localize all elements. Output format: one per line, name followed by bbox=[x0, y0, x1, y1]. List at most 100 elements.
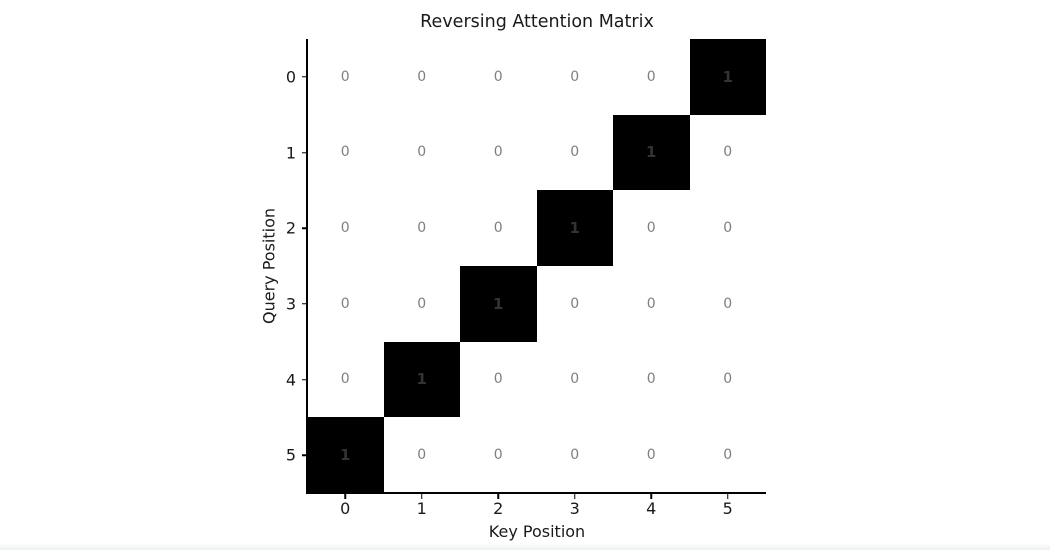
matrix-cell-r3-c2: 1 bbox=[460, 265, 537, 342]
matrix-cell-r5-c0: 1 bbox=[307, 417, 384, 493]
matrix-cell-r0-c5: 1 bbox=[689, 39, 766, 115]
matrix-cell-value: 1 bbox=[646, 143, 657, 162]
matrix-cell-value: 0 bbox=[646, 371, 656, 388]
matrix-cell-value: 0 bbox=[493, 371, 503, 388]
matrix-cell-value: 0 bbox=[417, 68, 427, 85]
y-tick-label-5: 5 bbox=[285, 445, 296, 465]
matrix-cell-value: 0 bbox=[417, 144, 427, 161]
matrix-cell-value: 0 bbox=[646, 68, 656, 85]
x-axis-spine bbox=[306, 492, 766, 494]
x-tick-label-0: 0 bbox=[340, 499, 351, 518]
x-tick-label-3: 3 bbox=[569, 499, 580, 518]
x-tick-label-1: 1 bbox=[416, 499, 427, 518]
y-tick-mark-0 bbox=[301, 76, 306, 78]
x-tick-mark-2 bbox=[497, 494, 499, 499]
matrix-cell-value: 0 bbox=[417, 220, 427, 237]
matrix-cell-value: 1 bbox=[569, 219, 580, 238]
matrix-cell-r4-c3: 0 bbox=[536, 341, 613, 418]
matrix-cell-value: 0 bbox=[340, 144, 350, 161]
matrix-cell-r2-c1: 0 bbox=[383, 190, 460, 266]
y-tick-mark-1 bbox=[301, 151, 306, 154]
matrix-cell-value: 0 bbox=[340, 295, 350, 312]
matrix-cell-value: 0 bbox=[493, 144, 503, 161]
y-axis-spine bbox=[306, 39, 308, 494]
matrix-cell-r3-c1: 0 bbox=[383, 265, 460, 342]
matrix-cell-value: 0 bbox=[340, 68, 350, 85]
y-tick-label-4: 4 bbox=[285, 370, 296, 389]
matrix-cell-value: 1 bbox=[722, 67, 733, 86]
matrix-cell-value: 0 bbox=[723, 295, 733, 312]
matrix-cell-value: 0 bbox=[570, 295, 580, 312]
y-tick-label-0: 0 bbox=[285, 67, 296, 87]
x-tick-mark-5 bbox=[727, 494, 729, 499]
y-tick-label-2: 2 bbox=[285, 218, 296, 238]
matrix-cell-r1-c1: 0 bbox=[383, 114, 460, 191]
matrix-cell-r4-c1: 1 bbox=[383, 341, 460, 418]
matrix-cell-r5-c2: 0 bbox=[460, 417, 537, 493]
matrix-cell-value: 1 bbox=[493, 294, 504, 313]
x-tick-mark-4 bbox=[650, 494, 652, 499]
y-tick-label-1: 1 bbox=[285, 143, 296, 162]
matrix-cell-value: 0 bbox=[646, 295, 656, 312]
matrix-cell-value: 0 bbox=[493, 220, 503, 237]
y-tick-label-3: 3 bbox=[285, 294, 296, 314]
y-tick-mark-2 bbox=[301, 227, 306, 229]
x-tick-label-5: 5 bbox=[722, 499, 733, 518]
y-tick-mark-5 bbox=[301, 454, 306, 456]
matrix-cell-r2-c0: 0 bbox=[307, 190, 384, 266]
y-tick-mark-4 bbox=[301, 378, 306, 381]
matrix-cell-r4-c4: 0 bbox=[613, 341, 690, 418]
matrix-cell-value: 0 bbox=[646, 447, 656, 464]
matrix-cell-value: 0 bbox=[417, 447, 427, 464]
matrix-cell-value: 0 bbox=[340, 220, 350, 237]
matrix-cell-value: 0 bbox=[570, 371, 580, 388]
matrix-cell-r2-c3: 1 bbox=[536, 190, 613, 266]
matrix-cell-r0-c0: 0 bbox=[307, 39, 384, 115]
matrix-cell-value: 0 bbox=[493, 68, 503, 85]
matrix-cell-r1-c4: 1 bbox=[613, 114, 690, 191]
matrix-cell-value: 0 bbox=[646, 220, 656, 237]
heatmap-grid: 0 0 0 0 0 1 0 0 0 0 1 0 0 0 0 1 0 0 0 0 1 0 0 0 0 1 0 0 0 0 1 0 0 0 0 0 bbox=[307, 39, 766, 493]
matrix-cell-r2-c2: 0 bbox=[460, 190, 537, 266]
matrix-cell-r1-c3: 0 bbox=[536, 114, 613, 191]
plot-area: 0 0 0 0 0 1 0 0 0 0 1 0 0 0 0 1 0 0 0 0 1 0 0 0 0 1 0 0 0 0 1 0 0 0 0 0 bbox=[307, 39, 766, 493]
matrix-cell-value: 0 bbox=[417, 295, 427, 312]
matrix-cell-r3-c4: 0 bbox=[613, 265, 690, 342]
x-tick-mark-0 bbox=[344, 494, 346, 499]
matrix-cell-r4-c5: 0 bbox=[689, 341, 766, 418]
matrix-cell-r0-c4: 0 bbox=[613, 39, 690, 115]
x-tick-mark-1 bbox=[421, 494, 423, 499]
matrix-cell-value: 0 bbox=[723, 144, 733, 161]
matrix-cell-value: 0 bbox=[570, 447, 580, 464]
matrix-cell-r3-c0: 0 bbox=[307, 265, 384, 342]
x-axis-label: Key Position bbox=[488, 522, 586, 541]
matrix-cell-r4-c0: 0 bbox=[307, 341, 384, 418]
matrix-cell-r0-c1: 0 bbox=[383, 39, 460, 115]
matrix-cell-r5-c5: 0 bbox=[689, 417, 766, 493]
matrix-cell-r2-c4: 0 bbox=[613, 190, 690, 266]
matrix-cell-r5-c1: 0 bbox=[383, 417, 460, 493]
matrix-cell-r0-c3: 0 bbox=[536, 39, 613, 115]
chart-title: Reversing Attention Matrix bbox=[420, 12, 654, 32]
matrix-cell-r5-c4: 0 bbox=[613, 417, 690, 493]
matrix-cell-r4-c2: 0 bbox=[460, 341, 537, 418]
x-tick-label-2: 2 bbox=[493, 499, 504, 518]
y-tick-mark-3 bbox=[301, 303, 306, 305]
matrix-cell-r2-c5: 0 bbox=[689, 190, 766, 266]
matrix-cell-r3-c3: 0 bbox=[536, 265, 613, 342]
matrix-cell-value: 0 bbox=[723, 220, 733, 237]
matrix-cell-value: 0 bbox=[570, 68, 580, 85]
matrix-cell-r5-c3: 0 bbox=[536, 417, 613, 493]
matrix-cell-r1-c0: 0 bbox=[307, 114, 384, 191]
matrix-cell-r1-c2: 0 bbox=[460, 114, 537, 191]
matrix-cell-r1-c5: 0 bbox=[689, 114, 766, 191]
matrix-cell-value: 0 bbox=[493, 447, 503, 464]
x-tick-label-4: 4 bbox=[646, 499, 657, 518]
window-bottom-edge bbox=[0, 543, 1050, 550]
matrix-cell-value: 0 bbox=[570, 144, 580, 161]
matrix-cell-r3-c5: 0 bbox=[689, 265, 766, 342]
matrix-cell-value: 0 bbox=[723, 371, 733, 388]
x-tick-mark-3 bbox=[574, 494, 576, 499]
matrix-cell-value: 0 bbox=[723, 447, 733, 464]
